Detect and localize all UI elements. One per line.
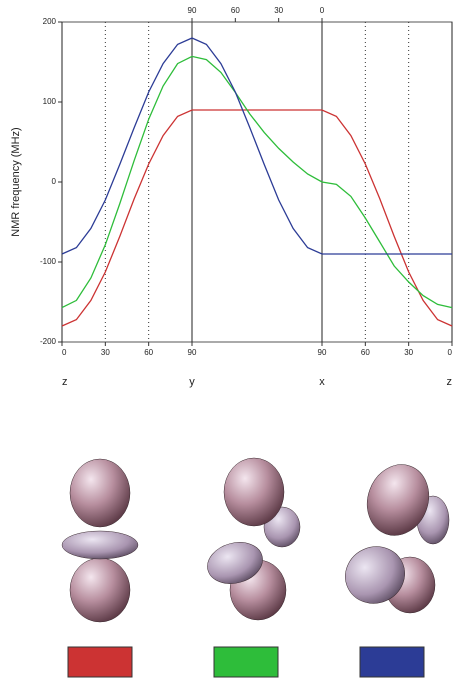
x-tick-label: 90 <box>318 348 327 357</box>
y-tick-label: 100 <box>43 97 57 106</box>
x-tick-label: 30 <box>101 348 110 357</box>
orbital-3 <box>345 464 450 614</box>
color-swatch <box>67 646 133 678</box>
top-tick-label: 90 <box>188 6 197 15</box>
axis-point-label: z <box>447 376 453 388</box>
y-axis-title: NMR frequency (MHz) <box>10 127 22 236</box>
axis-point-label: y <box>189 376 195 388</box>
color-swatch <box>213 646 279 678</box>
orbital-2 <box>207 457 301 621</box>
y-tick-label: 200 <box>43 17 57 26</box>
y-tick-label: 0 <box>52 177 57 186</box>
x-tick-label: 60 <box>361 348 370 357</box>
top-tick-label: 60 <box>231 6 240 15</box>
y-tick-label: -200 <box>40 337 57 346</box>
x-tick-label: 30 <box>404 348 413 357</box>
series-line <box>61 37 452 255</box>
top-tick-label: 0 <box>320 6 325 15</box>
orbital-1 <box>61 458 139 623</box>
y-tick-label: -100 <box>40 257 57 266</box>
x-tick-label: 0 <box>62 348 67 357</box>
plot-frame <box>61 21 453 343</box>
top-tick-label: 30 <box>274 6 283 15</box>
series-line <box>61 55 453 309</box>
x-tick-label: 0 <box>448 348 453 357</box>
series-line <box>61 109 453 327</box>
color-swatch <box>359 646 425 678</box>
axis-point-label: x <box>319 376 325 388</box>
x-tick-label: 90 <box>188 348 197 357</box>
axis-point-label: z <box>62 376 68 388</box>
x-tick-label: 60 <box>144 348 153 357</box>
